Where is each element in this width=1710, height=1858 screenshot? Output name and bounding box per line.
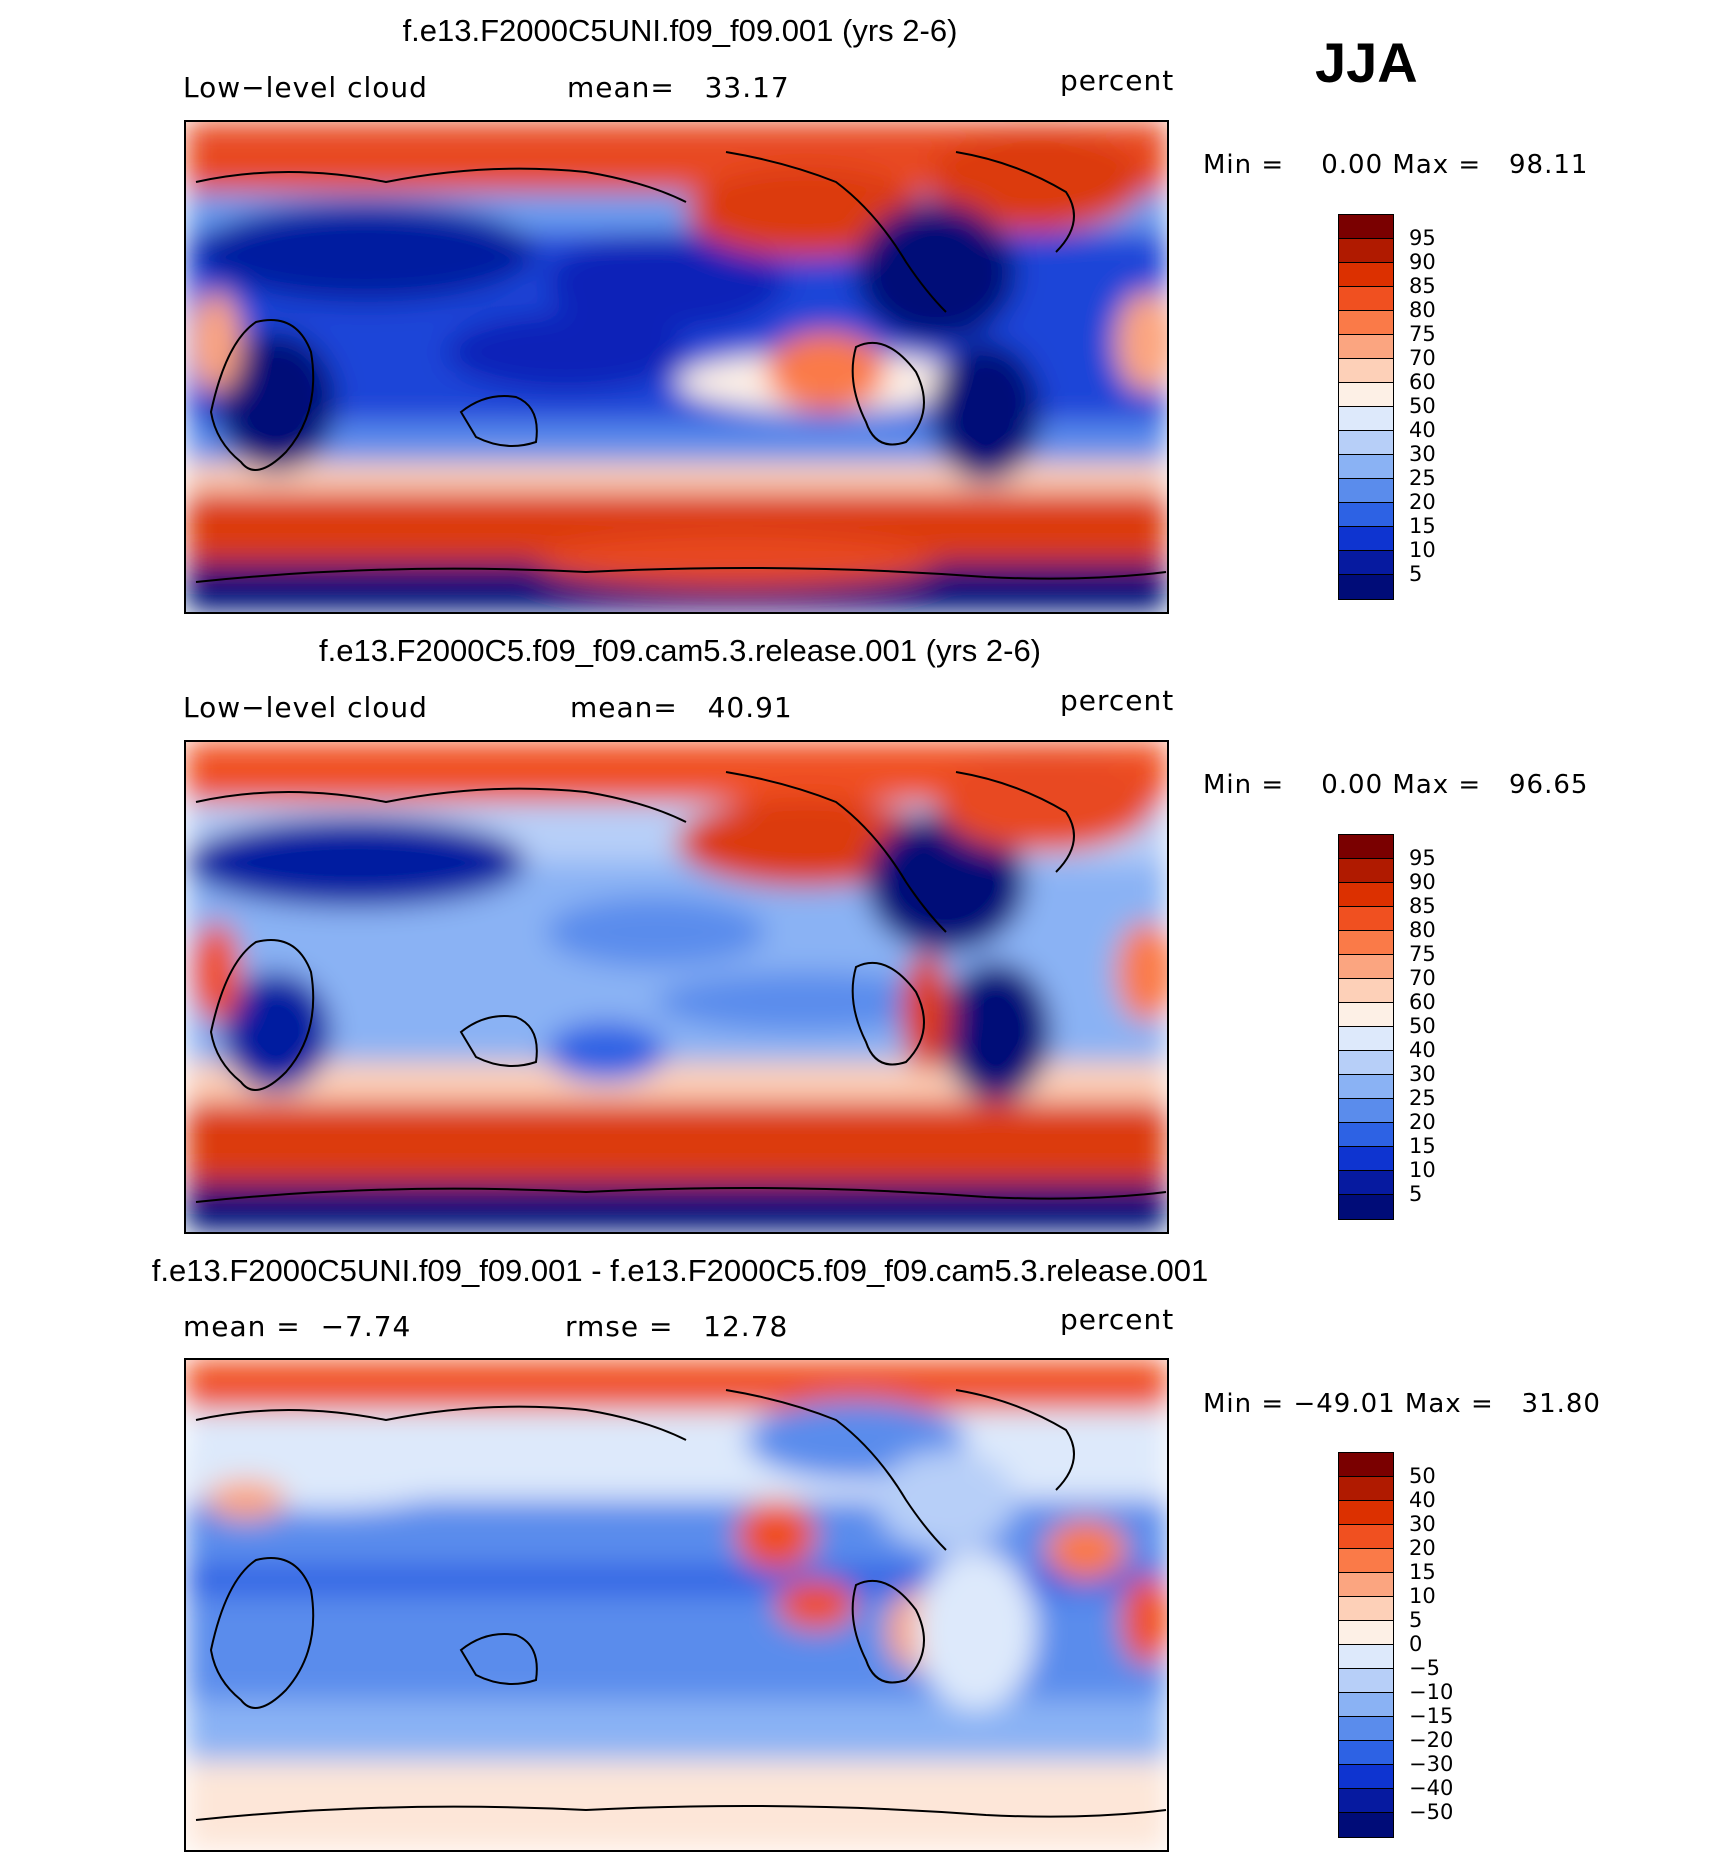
colorbar-tick: −10: [1409, 1680, 1454, 1704]
colorbar-tick: 95: [1409, 226, 1436, 250]
panel-3-colorbar: [1338, 1452, 1394, 1838]
panel-3-mean: mean = −7.74: [183, 1310, 412, 1343]
panel-3-map: [184, 1358, 1169, 1852]
colorbar-tick: 30: [1409, 442, 1436, 466]
colorbar-tick: 80: [1409, 918, 1436, 942]
colorbar-tick: 25: [1409, 466, 1436, 490]
colorbar-tick: 0: [1409, 1632, 1423, 1656]
colorbar-tick: 15: [1409, 1560, 1436, 1584]
colorbar-tick: 85: [1409, 894, 1436, 918]
colorbar-tick: 70: [1409, 966, 1436, 990]
panel-3-title: f.e13.F2000C5UNI.f09_f09.001 - f.e13.F20…: [151, 1253, 1209, 1288]
colorbar-tick: 10: [1409, 1584, 1436, 1608]
panel-3-minmax: Min = −49.01 Max = 31.80: [1203, 1389, 1601, 1419]
colorbar-tick: 20: [1409, 1536, 1436, 1560]
panel-1-units: percent: [1060, 64, 1175, 97]
season-label: JJA: [1315, 31, 1418, 94]
colorbar-tick: 10: [1409, 538, 1436, 562]
colorbar-tick: 40: [1409, 1488, 1436, 1512]
colorbar-tick: 20: [1409, 490, 1436, 514]
colorbar-tick: 50: [1409, 1014, 1436, 1038]
colorbar-tick: 60: [1409, 990, 1436, 1014]
colorbar-tick: 90: [1409, 250, 1436, 274]
colorbar-tick: 15: [1409, 514, 1436, 538]
colorbar-tick: −20: [1409, 1728, 1454, 1752]
colorbar-tick: 20: [1409, 1110, 1436, 1134]
colorbar-tick: 15: [1409, 1134, 1436, 1158]
panel-3-rmse: rmse = 12.78: [565, 1310, 789, 1343]
colorbar-tick: 70: [1409, 346, 1436, 370]
colorbar-tick: −40: [1409, 1776, 1454, 1800]
panel-1-variable: Low−level cloud: [183, 71, 428, 104]
colorbar-tick: 40: [1409, 418, 1436, 442]
panel-2-colorbar: [1338, 834, 1394, 1220]
panel-1-minmax: Min = 0.00 Max = 98.11: [1203, 150, 1589, 180]
colorbar-tick: 90: [1409, 870, 1436, 894]
colorbar-tick: 30: [1409, 1062, 1436, 1086]
colorbar-tick: 95: [1409, 846, 1436, 870]
colorbar-tick: 5: [1409, 1182, 1423, 1206]
colorbar-tick: 75: [1409, 942, 1436, 966]
colorbar-tick: 60: [1409, 370, 1436, 394]
colorbar-tick: 5: [1409, 562, 1423, 586]
panel-2-title: f.e13.F2000C5.f09_f09.cam5.3.release.001…: [318, 633, 1042, 668]
colorbar-tick: 50: [1409, 394, 1436, 418]
colorbar-tick: −5: [1409, 1656, 1440, 1680]
panel-2-map: [184, 740, 1169, 1234]
colorbar-tick: 5: [1409, 1608, 1423, 1632]
colorbar-tick: 85: [1409, 274, 1436, 298]
panel-2-mean: mean= 40.91: [570, 691, 793, 724]
panel-3-units: percent: [1060, 1303, 1175, 1336]
colorbar-tick: 25: [1409, 1086, 1436, 1110]
panel-1-title: f.e13.F2000C5UNI.f09_f09.001 (yrs 2-6): [402, 13, 958, 48]
colorbar-tick: −15: [1409, 1704, 1454, 1728]
panel-2-units: percent: [1060, 684, 1175, 717]
panel-2-variable: Low−level cloud: [183, 691, 428, 724]
colorbar-tick: −50: [1409, 1800, 1454, 1824]
colorbar-tick: 40: [1409, 1038, 1436, 1062]
panel-1-mean: mean= 33.17: [567, 71, 790, 104]
colorbar-tick: 10: [1409, 1158, 1436, 1182]
colorbar-tick: −30: [1409, 1752, 1454, 1776]
panel-1-colorbar: [1338, 214, 1394, 600]
panel-1-map: [184, 120, 1169, 614]
colorbar-tick: 50: [1409, 1464, 1436, 1488]
panel-2-minmax: Min = 0.00 Max = 96.65: [1203, 770, 1589, 800]
colorbar-tick: 75: [1409, 322, 1436, 346]
colorbar-tick: 80: [1409, 298, 1436, 322]
colorbar-tick: 30: [1409, 1512, 1436, 1536]
